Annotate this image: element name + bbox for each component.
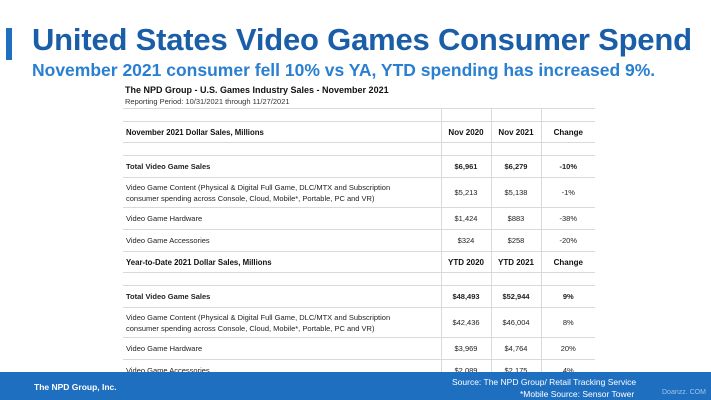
row-curr: $883: [491, 207, 542, 230]
ytd-header-curr: YTD 2021: [491, 251, 542, 273]
ytd-header-label: Year-to-Date 2021 Dollar Sales, Millions: [123, 251, 442, 273]
row-curr: $52,944: [491, 285, 542, 308]
sales-sheet: The NPD Group - U.S. Games Industry Sale…: [123, 82, 595, 382]
sheet-title: The NPD Group - U.S. Games Industry Sale…: [125, 85, 389, 95]
table-row: Video Game Hardware $1,424 $883 -38%: [123, 207, 595, 230]
watermark: Doanzz. COM: [662, 389, 706, 396]
reporting-period: Reporting Period: 10/31/2021 through 11/…: [123, 97, 595, 109]
source-note: Source: The NPD Group/ Retail Tracking S…: [452, 377, 637, 387]
row-curr: $5,138: [491, 177, 542, 208]
table-row: Video Game Hardware $3,969 $4,764 20%: [123, 337, 595, 360]
row-label: Video Game Hardware: [123, 207, 442, 230]
row-label: Video Game Accessories: [123, 229, 442, 252]
row-change: -38%: [541, 207, 595, 230]
ytd-header-change: Change: [541, 251, 595, 273]
row-curr: $46,004: [491, 307, 542, 338]
row-change: -1%: [541, 177, 595, 208]
monthly-header-label: November 2021 Dollar Sales, Millions: [123, 121, 442, 143]
slide-title: United States Video Games Consumer Spend: [32, 22, 692, 57]
row-prev: $6,961: [441, 155, 492, 178]
ytd-header-row: Year-to-Date 2021 Dollar Sales, Millions…: [123, 251, 595, 273]
row-label: Video Game Content (Physical & Digital F…: [123, 177, 442, 208]
row-label: Total Video Game Sales: [123, 155, 442, 178]
company-name: The NPD Group, Inc.: [34, 382, 117, 392]
accent-bar: [6, 28, 12, 60]
row-change: 20%: [541, 337, 595, 360]
slide-subtitle: November 2021 consumer fell 10% vs YA, Y…: [32, 60, 656, 80]
monthly-header-row: November 2021 Dollar Sales, Millions Nov…: [123, 121, 595, 143]
row-curr: $6,279: [491, 155, 542, 178]
row-prev: $5,213: [441, 177, 492, 208]
row-label-line2: consumer spending across Console, Cloud,…: [126, 193, 375, 203]
footer-bar: The NPD Group, Inc. Source: The NPD Grou…: [0, 372, 711, 400]
row-change: -20%: [541, 229, 595, 252]
monthly-header-prev: Nov 2020: [441, 121, 492, 143]
table-row: Video Game Content (Physical & Digital F…: [123, 177, 595, 208]
row-curr: $258: [491, 229, 542, 252]
monthly-header-change: Change: [541, 121, 595, 143]
row-label: Video Game Hardware: [123, 337, 442, 360]
row-prev: $3,969: [441, 337, 492, 360]
row-prev: $324: [441, 229, 492, 252]
ytd-header-prev: YTD 2020: [441, 251, 492, 273]
row-label: Total Video Game Sales: [123, 285, 442, 308]
table-row: Total Video Game Sales $48,493 $52,944 9…: [123, 285, 595, 308]
mobile-source-note: *Mobile Source: Sensor Tower: [520, 389, 635, 399]
table-row: Video Game Accessories $324 $258 -20%: [123, 229, 595, 252]
row-label-line2: consumer spending across Console, Cloud,…: [126, 323, 375, 333]
row-prev: $1,424: [441, 207, 492, 230]
row-label: Video Game Content (Physical & Digital F…: [123, 307, 442, 338]
monthly-header-curr: Nov 2021: [491, 121, 542, 143]
row-prev: $48,493: [441, 285, 492, 308]
row-change: -10%: [541, 155, 595, 178]
row-label-line1: Video Game Content (Physical & Digital F…: [126, 182, 391, 192]
monthly-sales-table: November 2021 Dollar Sales, Millions Nov…: [123, 109, 595, 382]
row-change: 8%: [541, 307, 595, 338]
row-change: 9%: [541, 285, 595, 308]
table-row: Total Video Game Sales $6,961 $6,279 -10…: [123, 155, 595, 178]
row-label-line1: Video Game Content (Physical & Digital F…: [126, 312, 391, 322]
row-prev: $42,436: [441, 307, 492, 338]
table-row: Video Game Content (Physical & Digital F…: [123, 307, 595, 338]
row-curr: $4,764: [491, 337, 542, 360]
